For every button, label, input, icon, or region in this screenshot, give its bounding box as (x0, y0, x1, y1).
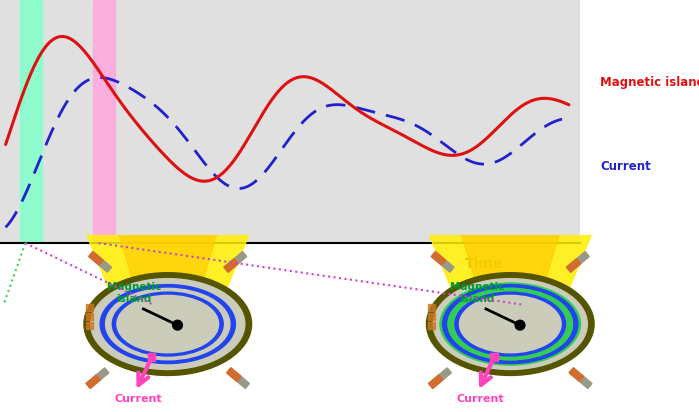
Ellipse shape (451, 290, 570, 359)
Ellipse shape (442, 285, 578, 363)
Bar (428, 375, 443, 389)
Bar (226, 368, 250, 389)
Ellipse shape (117, 295, 219, 353)
Bar (428, 304, 435, 311)
Bar (20, 0, 42, 243)
Ellipse shape (455, 292, 565, 356)
Polygon shape (461, 235, 559, 308)
Bar (85, 313, 92, 320)
Bar (431, 252, 454, 272)
Bar (86, 368, 109, 389)
Ellipse shape (113, 292, 223, 356)
Ellipse shape (459, 295, 561, 353)
Polygon shape (87, 235, 249, 313)
Bar (566, 259, 581, 272)
Bar (490, 353, 498, 361)
Ellipse shape (448, 288, 572, 360)
Ellipse shape (100, 285, 236, 363)
Circle shape (515, 320, 525, 330)
Text: Current: Current (456, 394, 505, 404)
Ellipse shape (91, 279, 245, 370)
Bar (428, 322, 435, 329)
Ellipse shape (448, 288, 572, 360)
Circle shape (173, 320, 182, 330)
Bar (431, 252, 446, 265)
Bar (89, 252, 112, 272)
Bar (93, 0, 115, 243)
Text: Time: Time (466, 257, 503, 271)
Ellipse shape (440, 283, 581, 365)
Ellipse shape (455, 293, 565, 356)
Bar (85, 322, 92, 329)
Text: Magnetic
island: Magnetic island (107, 282, 161, 304)
Text: Magnetic
island: Magnetic island (449, 282, 504, 304)
Bar (86, 375, 101, 389)
Bar (224, 259, 238, 272)
Bar (85, 304, 92, 311)
Text: Current: Current (600, 160, 651, 173)
Bar (566, 252, 589, 272)
Ellipse shape (106, 288, 230, 360)
Text: Magnetic island: Magnetic island (600, 76, 699, 89)
Bar (569, 368, 592, 389)
Polygon shape (429, 235, 591, 313)
Bar (428, 313, 435, 320)
Bar (147, 353, 155, 361)
Polygon shape (119, 235, 217, 308)
Text: Current: Current (114, 394, 162, 404)
Bar (569, 368, 584, 382)
Bar (428, 368, 452, 389)
Ellipse shape (433, 279, 587, 370)
Ellipse shape (84, 273, 252, 375)
Bar (224, 252, 247, 272)
Ellipse shape (426, 273, 594, 375)
Bar (226, 368, 241, 382)
Bar (89, 252, 103, 265)
